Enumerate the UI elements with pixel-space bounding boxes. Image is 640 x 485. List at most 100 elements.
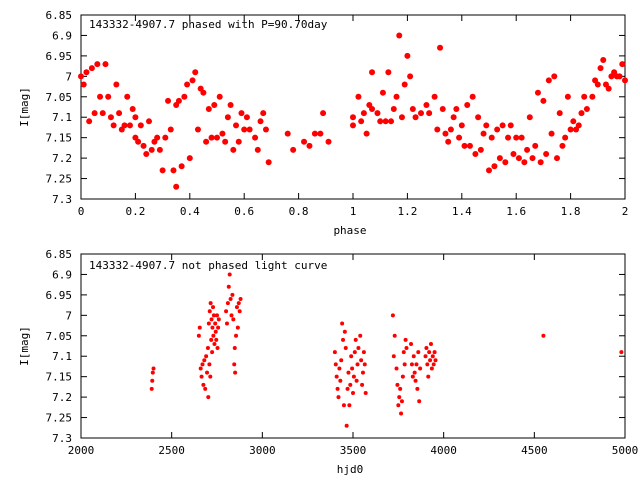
- phased-axis-ticks: 0 0.2 0.4 0.6 0.8 1 1.2 1.4 1.6 1.8 2 6.85 6.9 6.95 7 7…: [46, 9, 629, 218]
- unphased-data-point: [337, 366, 342, 371]
- phased-data-point: [363, 130, 370, 137]
- phased-data-point: [488, 134, 495, 141]
- phased-data-point: [148, 146, 155, 153]
- unphased-data-point: [350, 366, 355, 371]
- unphased-data-point: [341, 337, 346, 342]
- phased-data-point: [222, 138, 229, 145]
- unphased-data-point: [426, 374, 431, 379]
- phased-data-point: [616, 73, 623, 80]
- unphased-data-point: [213, 329, 218, 334]
- phased-data-point: [88, 65, 95, 72]
- phased-data-point: [589, 93, 596, 100]
- unphased-data-point: [210, 325, 215, 330]
- unphased-data-point: [213, 321, 218, 326]
- unphased-data-point: [237, 309, 242, 314]
- unphased-data-point: [208, 301, 213, 306]
- phased-data-point: [350, 114, 356, 121]
- unphased-data-point: [211, 305, 216, 310]
- phased-data-point: [600, 56, 607, 63]
- unphased-data-point: [432, 350, 437, 355]
- phased-data-point: [398, 114, 405, 121]
- phased-data-point: [502, 159, 509, 166]
- unphased-data-point: [431, 362, 436, 367]
- phased-data-point: [369, 106, 376, 113]
- unphased-data-point: [231, 317, 236, 322]
- phased-data-point: [91, 110, 98, 117]
- phased-data-point: [107, 114, 114, 121]
- unphased-y-tick-label: 7: [65, 309, 72, 322]
- phased-data-point: [121, 122, 128, 129]
- phased-data-point: [458, 122, 465, 129]
- unphased-data-point: [332, 350, 337, 355]
- phased-data-point: [132, 114, 139, 121]
- phased-data-point: [262, 126, 269, 133]
- phased-data-point: [203, 138, 210, 145]
- unphased-x-tick-label: 5000: [612, 444, 639, 457]
- unphased-data-point: [232, 362, 237, 367]
- phased-data-point: [184, 81, 191, 88]
- unphased-data-point: [216, 317, 221, 322]
- unphased-data-point: [401, 350, 406, 355]
- unphased-data-point: [206, 395, 211, 400]
- phased-data-point: [306, 142, 313, 149]
- unphased-x-tick-label: 4500: [521, 444, 548, 457]
- phased-data-point: [532, 142, 539, 149]
- unphased-data-point: [425, 362, 430, 367]
- unphased-y-tick-label: 6.9: [52, 268, 72, 281]
- phased-data-point: [211, 101, 218, 108]
- phased-y-tick-label: 7.05: [46, 91, 73, 104]
- phased-light-curve-panel: 143332-4907.7 phased with P=90.70day pha…: [18, 9, 628, 237]
- phased-data-point: [194, 126, 201, 133]
- unphased-data-point: [423, 354, 428, 359]
- phased-data-point: [162, 134, 169, 141]
- phased-data-point: [496, 155, 503, 162]
- unphased-y-tick-label: 7.25: [46, 412, 73, 425]
- phased-data-point: [167, 126, 174, 133]
- phased-y-tick-label: 7: [65, 70, 72, 83]
- unphased-data-point: [360, 370, 365, 375]
- phased-data-point: [290, 146, 297, 153]
- unphased-data-point: [225, 301, 230, 306]
- unphased-y-tick-label: 6.95: [46, 289, 73, 302]
- phased-data-point: [622, 77, 628, 84]
- phased-data-point: [388, 118, 395, 125]
- unphased-data-point: [541, 333, 546, 338]
- unphased-data-point: [234, 305, 239, 310]
- phased-data-point: [477, 146, 484, 153]
- phased-data-point: [521, 159, 528, 166]
- unphased-data-points: [149, 272, 624, 428]
- phased-data-point: [178, 163, 185, 170]
- phased-data-point: [551, 73, 558, 80]
- unphased-data-point: [351, 374, 356, 379]
- phased-data-points: [78, 32, 628, 190]
- phased-data-point: [453, 106, 460, 113]
- phased-data-point: [483, 122, 490, 129]
- phased-data-point: [390, 106, 397, 113]
- unphased-data-point: [347, 403, 352, 408]
- unphased-x-tick-label: 4000: [430, 444, 457, 457]
- phased-data-point: [265, 159, 272, 166]
- unphased-plot-frame: [80, 253, 626, 439]
- phased-y-tick-label: 6.85: [46, 9, 73, 22]
- phased-data-point: [214, 134, 220, 141]
- phased-data-point: [80, 81, 87, 88]
- unphased-data-point: [402, 362, 407, 367]
- phased-data-point: [159, 167, 166, 174]
- unphased-data-point: [362, 362, 367, 367]
- unphased-data-point: [418, 366, 423, 371]
- unphased-data-point: [150, 370, 155, 375]
- phased-data-point: [423, 101, 430, 108]
- unphased-y-tick-label: 7.05: [46, 330, 73, 343]
- phased-data-point: [252, 134, 259, 141]
- phased-data-point: [126, 122, 133, 129]
- phased-data-point: [301, 138, 308, 145]
- unphased-data-point: [409, 341, 414, 346]
- unphased-data-point: [149, 386, 154, 391]
- unphased-data-point: [334, 374, 339, 379]
- unphased-data-point: [403, 337, 408, 342]
- unphased-data-point: [343, 346, 348, 351]
- phased-plot-title: 143332-4907.7 phased with P=90.70day: [89, 18, 328, 31]
- phased-data-point: [219, 130, 226, 137]
- phased-data-point: [393, 93, 400, 100]
